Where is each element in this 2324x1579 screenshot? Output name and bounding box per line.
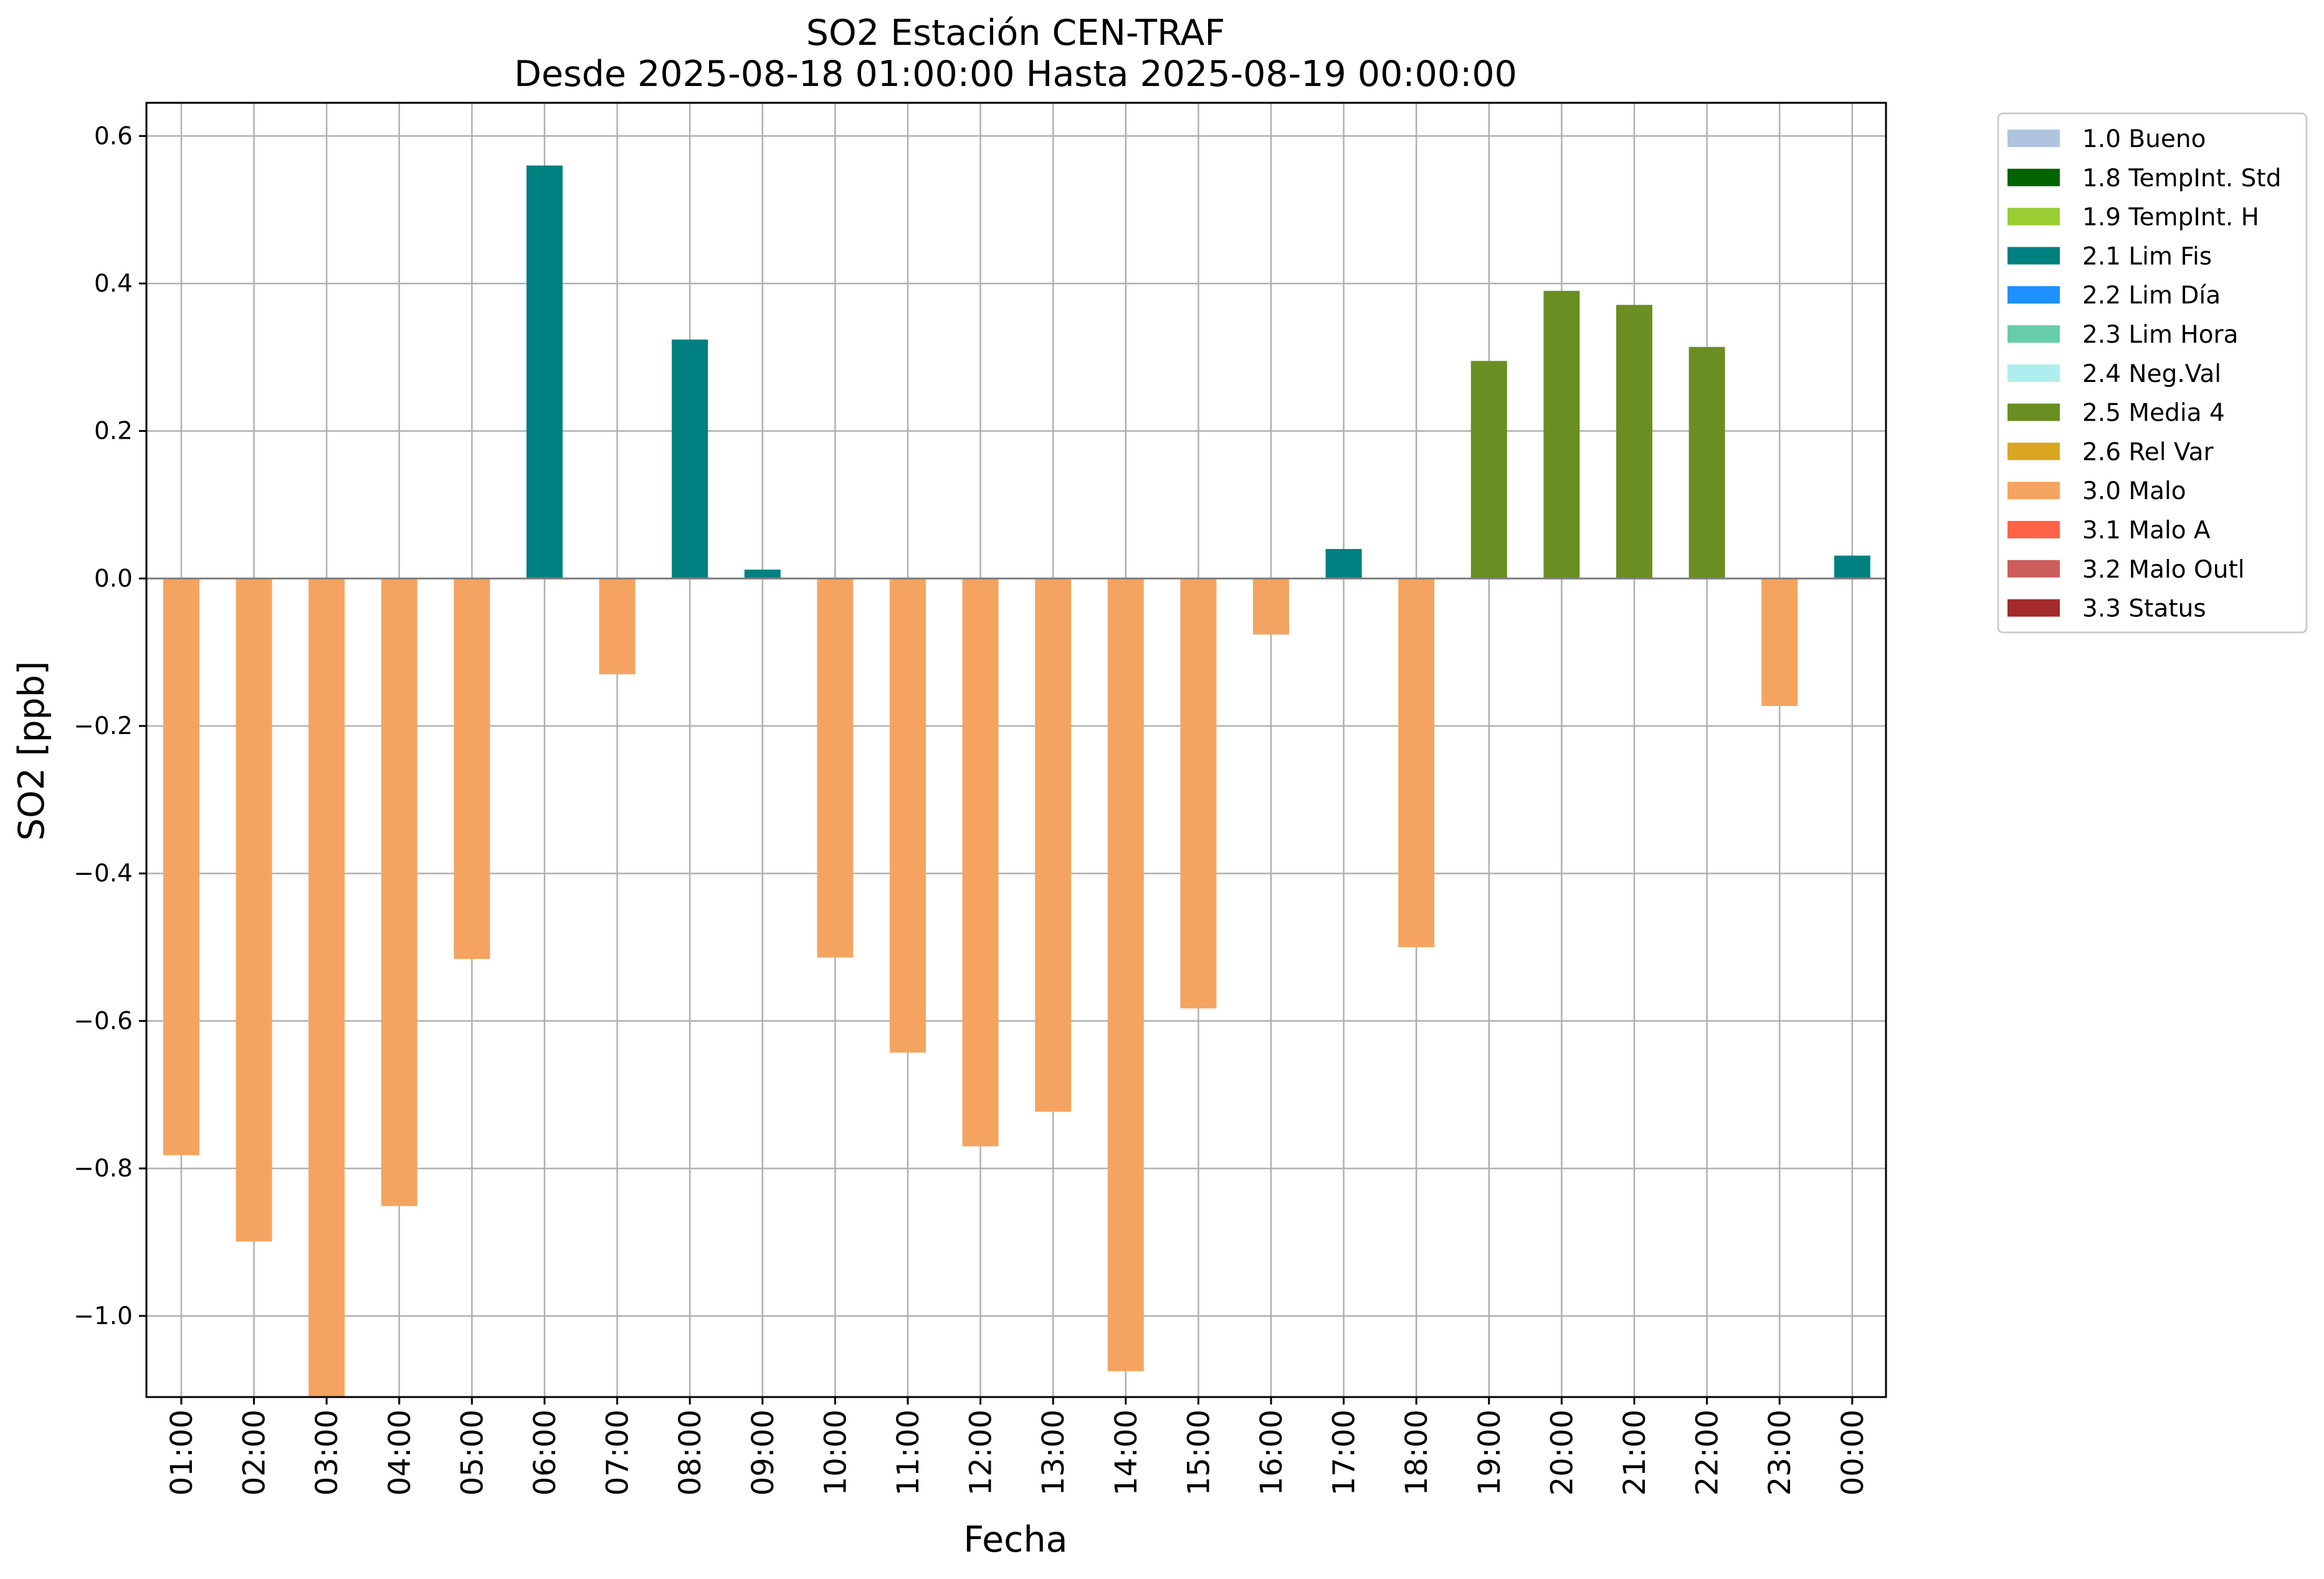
x-tick-label: 22:00 — [1690, 1410, 1725, 1496]
chart-subtitle: Desde 2025-08-18 01:00:00 Hasta 2025-08-… — [514, 54, 1517, 95]
bar-1200-3-0-malo — [962, 578, 999, 1147]
x-tick-label: 11:00 — [891, 1410, 926, 1496]
x-tick-label: 17:00 — [1327, 1410, 1362, 1496]
legend-label: 2.6 Rel Var — [2082, 438, 2214, 466]
bar-0900-2-1-lim-fis — [744, 570, 781, 579]
bar-1100-3-0-malo — [890, 578, 926, 1053]
legend-frame — [1997, 112, 2308, 634]
legend-label: 2.5 Media 4 — [2082, 399, 2225, 427]
x-tick-label: 15:00 — [1181, 1410, 1216, 1496]
legend-label: 3.2 Malo Outl — [2082, 556, 2245, 584]
x-tick-label: 08:00 — [673, 1410, 708, 1496]
legend-swatch-2-1-lim-fis — [2007, 247, 2060, 265]
bar-0700-3-0-malo — [599, 578, 636, 675]
bar-1600-3-0-malo — [1253, 578, 1289, 635]
bar-2300-3-0-malo — [1761, 578, 1798, 707]
y-tick-label: −1.0 — [74, 1302, 133, 1330]
legend-swatch-1-9-tempint-h — [2007, 208, 2060, 226]
x-tick-label: 10:00 — [818, 1410, 853, 1496]
bar-2000-2-5-media-4 — [1543, 290, 1580, 579]
x-axis-label: Fecha — [963, 1519, 1067, 1560]
bar-0500-3-0-malo — [454, 578, 490, 960]
y-axis-ticks: −1.0 −0.8 −0.6 −0.4 −0.2 0.0 0.2 0.4 0.6 — [74, 122, 146, 1330]
bar-0200-3-0-malo — [236, 578, 272, 1242]
legend-swatch-2-4-neg-val — [2007, 364, 2060, 382]
legend-swatch-2-3-lim-hora — [2007, 325, 2060, 343]
legend-label: 3.3 Status — [2082, 595, 2206, 623]
bar-2100-2-5-media-4 — [1616, 305, 1652, 579]
legend: 1.0 Bueno 1.8 TempInt. Std 1.9 TempInt. H 2… — [1997, 112, 2308, 634]
bar-1700-2-1-lim-fis — [1325, 549, 1362, 579]
y-tick-label: −0.4 — [74, 860, 133, 888]
legend-label: 2.4 Neg.Val — [2082, 360, 2221, 388]
x-tick-label: 02:00 — [237, 1410, 272, 1496]
x-tick-label: 13:00 — [1036, 1410, 1071, 1496]
legend-swatch-2-6-rel-var — [2007, 442, 2060, 460]
legend-label: 1.0 Bueno — [2082, 125, 2206, 153]
plot-frame — [145, 102, 1887, 1398]
x-tick-label: 03:00 — [310, 1410, 345, 1496]
x-tick-label: 01:00 — [164, 1410, 199, 1496]
y-tick-label: 0.2 — [94, 417, 133, 446]
x-axis-ticks: 01:00 02:00 03:00 04:00 05:00 06:00 07:00 08:00… — [164, 1397, 1870, 1496]
bar-0000-2-1-lim-fis — [1834, 555, 1870, 579]
legend-label: 1.9 TempInt. H — [2082, 204, 2259, 232]
bar-1400-3-0-malo — [1107, 578, 1144, 1371]
x-tick-label: 23:00 — [1763, 1410, 1798, 1496]
legend-swatch-3-1-malo-a — [2007, 521, 2060, 538]
chart-title: SO2 Estación CEN-TRAF — [806, 12, 1225, 54]
bar-1800-3-0-malo — [1398, 578, 1435, 948]
x-tick-label: 20:00 — [1545, 1410, 1579, 1496]
legend-swatch-3-3-status — [2007, 599, 2060, 617]
legend-label: 3.0 Malo — [2082, 477, 2186, 505]
x-tick-label: 09:00 — [746, 1410, 781, 1496]
bar-0400-3-0-malo — [381, 578, 417, 1206]
y-tick-label: 0.0 — [94, 565, 133, 593]
y-tick-label: −0.8 — [74, 1155, 133, 1183]
x-tick-label: 07:00 — [601, 1410, 636, 1496]
y-axis-label: SO2 [ppb] — [11, 661, 52, 841]
legend-swatch-2-2-lim-d-a — [2007, 286, 2060, 304]
y-tick-label: −0.2 — [74, 712, 133, 740]
x-tick-label: 14:00 — [1109, 1410, 1144, 1496]
y-tick-label: 0.6 — [94, 122, 133, 150]
bar-0100-3-0-malo — [163, 578, 199, 1155]
legend-label: 2.3 Lim Hora — [2082, 321, 2239, 349]
x-tick-label: 00:00 — [1836, 1410, 1870, 1496]
bar-0800-2-1-lim-fis — [672, 339, 708, 579]
x-tick-label: 19:00 — [1472, 1410, 1507, 1496]
bar-0300-3-0-malo — [308, 578, 345, 1398]
bar-0600-2-1-lim-fis — [526, 165, 563, 579]
bar-1500-3-0-malo — [1180, 578, 1217, 1009]
x-tick-label: 21:00 — [1617, 1410, 1652, 1496]
legend-label: 2.1 Lim Fis — [2082, 242, 2212, 270]
y-tick-label: −0.6 — [74, 1007, 133, 1035]
legend-swatch-1-8-tempint-std — [2007, 168, 2060, 186]
y-tick-label: 0.4 — [94, 270, 133, 298]
legend-label: 2.2 Lim Día — [2082, 282, 2221, 310]
legend-label: 3.1 Malo A — [2082, 517, 2211, 545]
legend-swatch-3-2-malo-outl — [2007, 560, 2060, 578]
x-tick-label: 18:00 — [1399, 1410, 1434, 1496]
legend-swatch-1-0-bueno — [2007, 130, 2060, 147]
x-tick-label: 12:00 — [964, 1410, 999, 1496]
bar-1000-3-0-malo — [817, 578, 854, 958]
bars — [163, 165, 1870, 1398]
x-tick-label: 05:00 — [455, 1410, 490, 1496]
bar-2200-2-5-media-4 — [1688, 346, 1725, 579]
legend-label: 1.8 TempInt. Std — [2082, 165, 2281, 193]
bar-1900-2-5-media-4 — [1470, 361, 1507, 579]
x-tick-label: 16:00 — [1254, 1410, 1289, 1496]
x-tick-label: 04:00 — [383, 1410, 417, 1496]
legend-swatch-2-5-media-4 — [2007, 403, 2060, 421]
x-tick-label: 06:00 — [528, 1410, 563, 1496]
legend-swatch-3-0-malo — [2007, 482, 2060, 500]
bar-1300-3-0-malo — [1035, 578, 1072, 1112]
